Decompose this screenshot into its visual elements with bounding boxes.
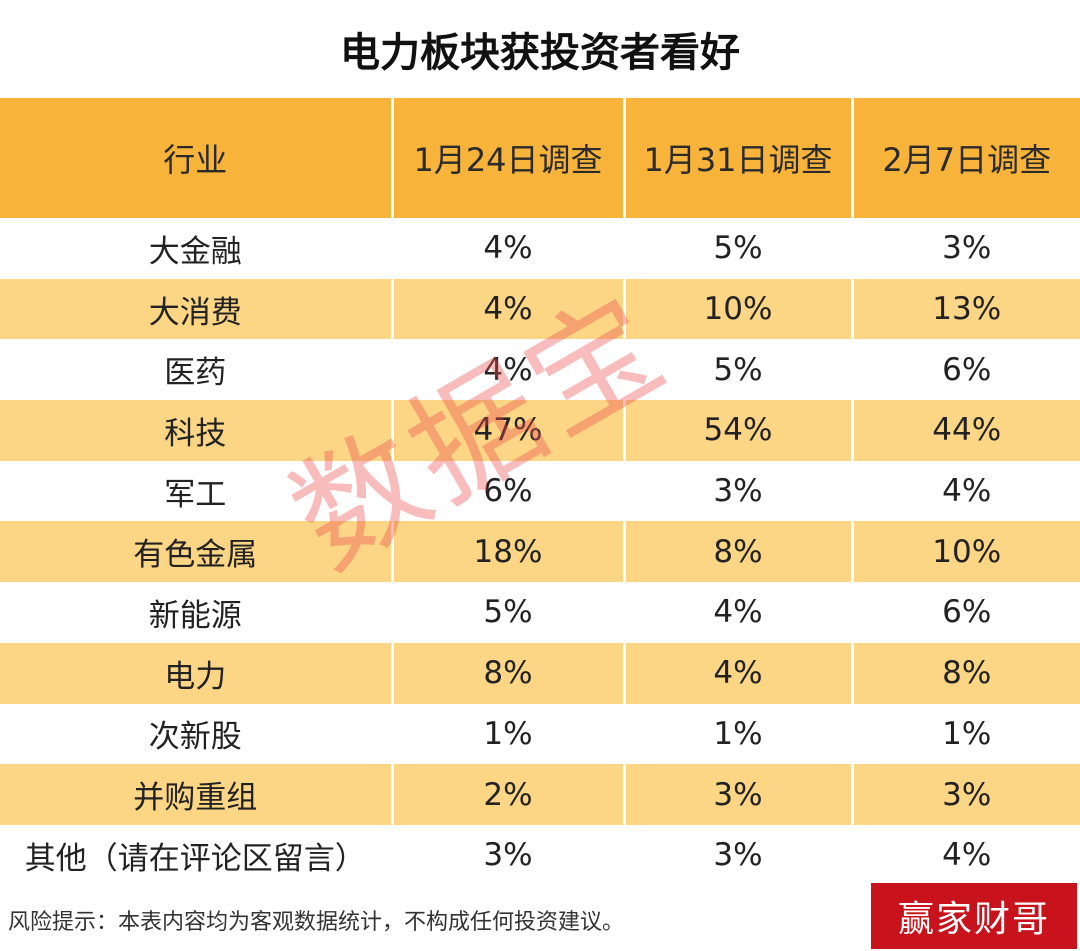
table-row: 新能源 5% 4% 6% (0, 582, 1080, 643)
value-cell: 8% (622, 521, 852, 583)
table-row: 其他（请在评论区留言） 3% 3% 4% (0, 824, 1080, 886)
table-row: 军工 6% 3% 4% (0, 460, 1080, 522)
value-cell: 3% (622, 824, 852, 886)
value-cell: 6% (850, 339, 1080, 401)
value-cell: 3% (850, 764, 1080, 825)
table-header-row: 行业 1月24日调查 1月31日调查 2月7日调查 (0, 98, 1080, 218)
risk-disclaimer: 风险提示：本表内容均为客观数据统计，不构成任何投资建议。 (8, 909, 625, 935)
value-cell: 4% (390, 218, 624, 279)
value-cell: 1% (850, 703, 1080, 765)
industry-cell: 电力 (0, 642, 392, 704)
header-jan31: 1月31日调查 (622, 98, 852, 218)
industry-cell: 大金融 (0, 218, 392, 279)
value-cell: 4% (622, 642, 852, 704)
table-row: 电力 8% 4% 8% (0, 642, 1080, 704)
value-cell: 4% (850, 460, 1080, 522)
value-cell: 4% (622, 582, 852, 643)
table-row: 大消费 4% 10% 13% (0, 278, 1080, 340)
survey-table: 行业 1月24日调查 1月31日调查 2月7日调查 大金融 4% 5% 3% 大… (0, 98, 1080, 886)
industry-cell: 有色金属 (0, 521, 392, 583)
value-cell: 8% (850, 642, 1080, 704)
header-industry: 行业 (0, 98, 392, 218)
industry-cell: 军工 (0, 460, 392, 522)
industry-cell: 医药 (0, 339, 392, 401)
value-cell: 10% (622, 278, 852, 340)
value-cell: 3% (622, 764, 852, 825)
value-cell: 3% (390, 824, 624, 886)
industry-cell: 新能源 (0, 582, 392, 643)
value-cell: 1% (390, 703, 624, 765)
value-cell: 18% (390, 521, 624, 583)
value-cell: 5% (622, 339, 852, 401)
table-row: 科技 47% 54% 44% (0, 400, 1080, 461)
table-row: 次新股 1% 1% 1% (0, 703, 1080, 765)
value-cell: 10% (850, 521, 1080, 583)
industry-cell: 并购重组 (0, 764, 392, 825)
value-cell: 2% (390, 764, 624, 825)
value-cell: 13% (850, 278, 1080, 340)
industry-cell: 次新股 (0, 703, 392, 765)
industry-cell: 其他（请在评论区留言） (0, 824, 392, 886)
value-cell: 3% (622, 460, 852, 522)
industry-cell: 科技 (0, 400, 392, 461)
header-jan24: 1月24日调查 (390, 98, 624, 218)
value-cell: 6% (850, 582, 1080, 643)
value-cell: 44% (850, 400, 1080, 461)
header-feb7: 2月7日调查 (850, 98, 1080, 218)
table-row: 大金融 4% 5% 3% (0, 218, 1080, 279)
industry-cell: 大消费 (0, 278, 392, 340)
page-title: 电力板块获投资者看好 (340, 30, 740, 76)
value-cell: 1% (622, 703, 852, 765)
value-cell: 4% (390, 278, 624, 340)
table-row: 并购重组 2% 3% 3% (0, 764, 1080, 825)
table-row: 有色金属 18% 8% 10% (0, 521, 1080, 583)
value-cell: 4% (390, 339, 624, 401)
value-cell: 6% (390, 460, 624, 522)
brand-badge: 赢家财哥 (871, 883, 1077, 949)
value-cell: 3% (850, 218, 1080, 279)
value-cell: 5% (390, 582, 624, 643)
value-cell: 4% (850, 824, 1080, 886)
value-cell: 8% (390, 642, 624, 704)
value-cell: 5% (622, 218, 852, 279)
value-cell: 54% (622, 400, 852, 461)
table-row: 医药 4% 5% 6% (0, 339, 1080, 401)
value-cell: 47% (390, 400, 624, 461)
